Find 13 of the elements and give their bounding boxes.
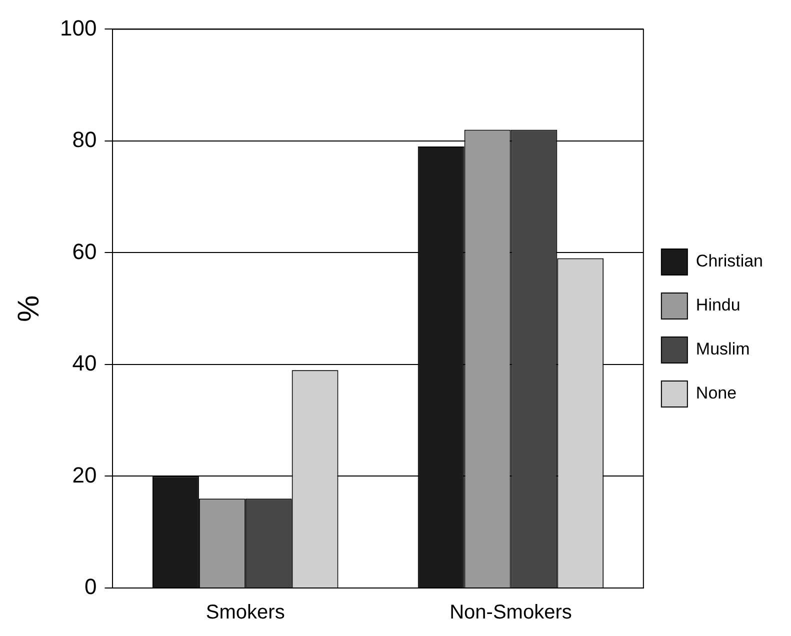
legend-label: None — [696, 384, 737, 403]
y-tick-label: 20 — [72, 462, 97, 488]
x-tick-label: Smokers — [206, 602, 285, 624]
x-tick-label: Non-Smokers — [450, 602, 572, 624]
legend-label: Christian — [696, 252, 764, 271]
y-tick-label: 100 — [60, 15, 97, 40]
y-tick-label: 80 — [72, 127, 97, 152]
y-tick-label: 60 — [72, 238, 97, 264]
legend-label: Hindu — [696, 296, 740, 315]
legend-label: Muslim — [696, 340, 750, 359]
y-tick-label: 40 — [72, 350, 97, 376]
y-tick-label: 0 — [84, 574, 97, 600]
y-axis-title: % — [12, 295, 46, 322]
